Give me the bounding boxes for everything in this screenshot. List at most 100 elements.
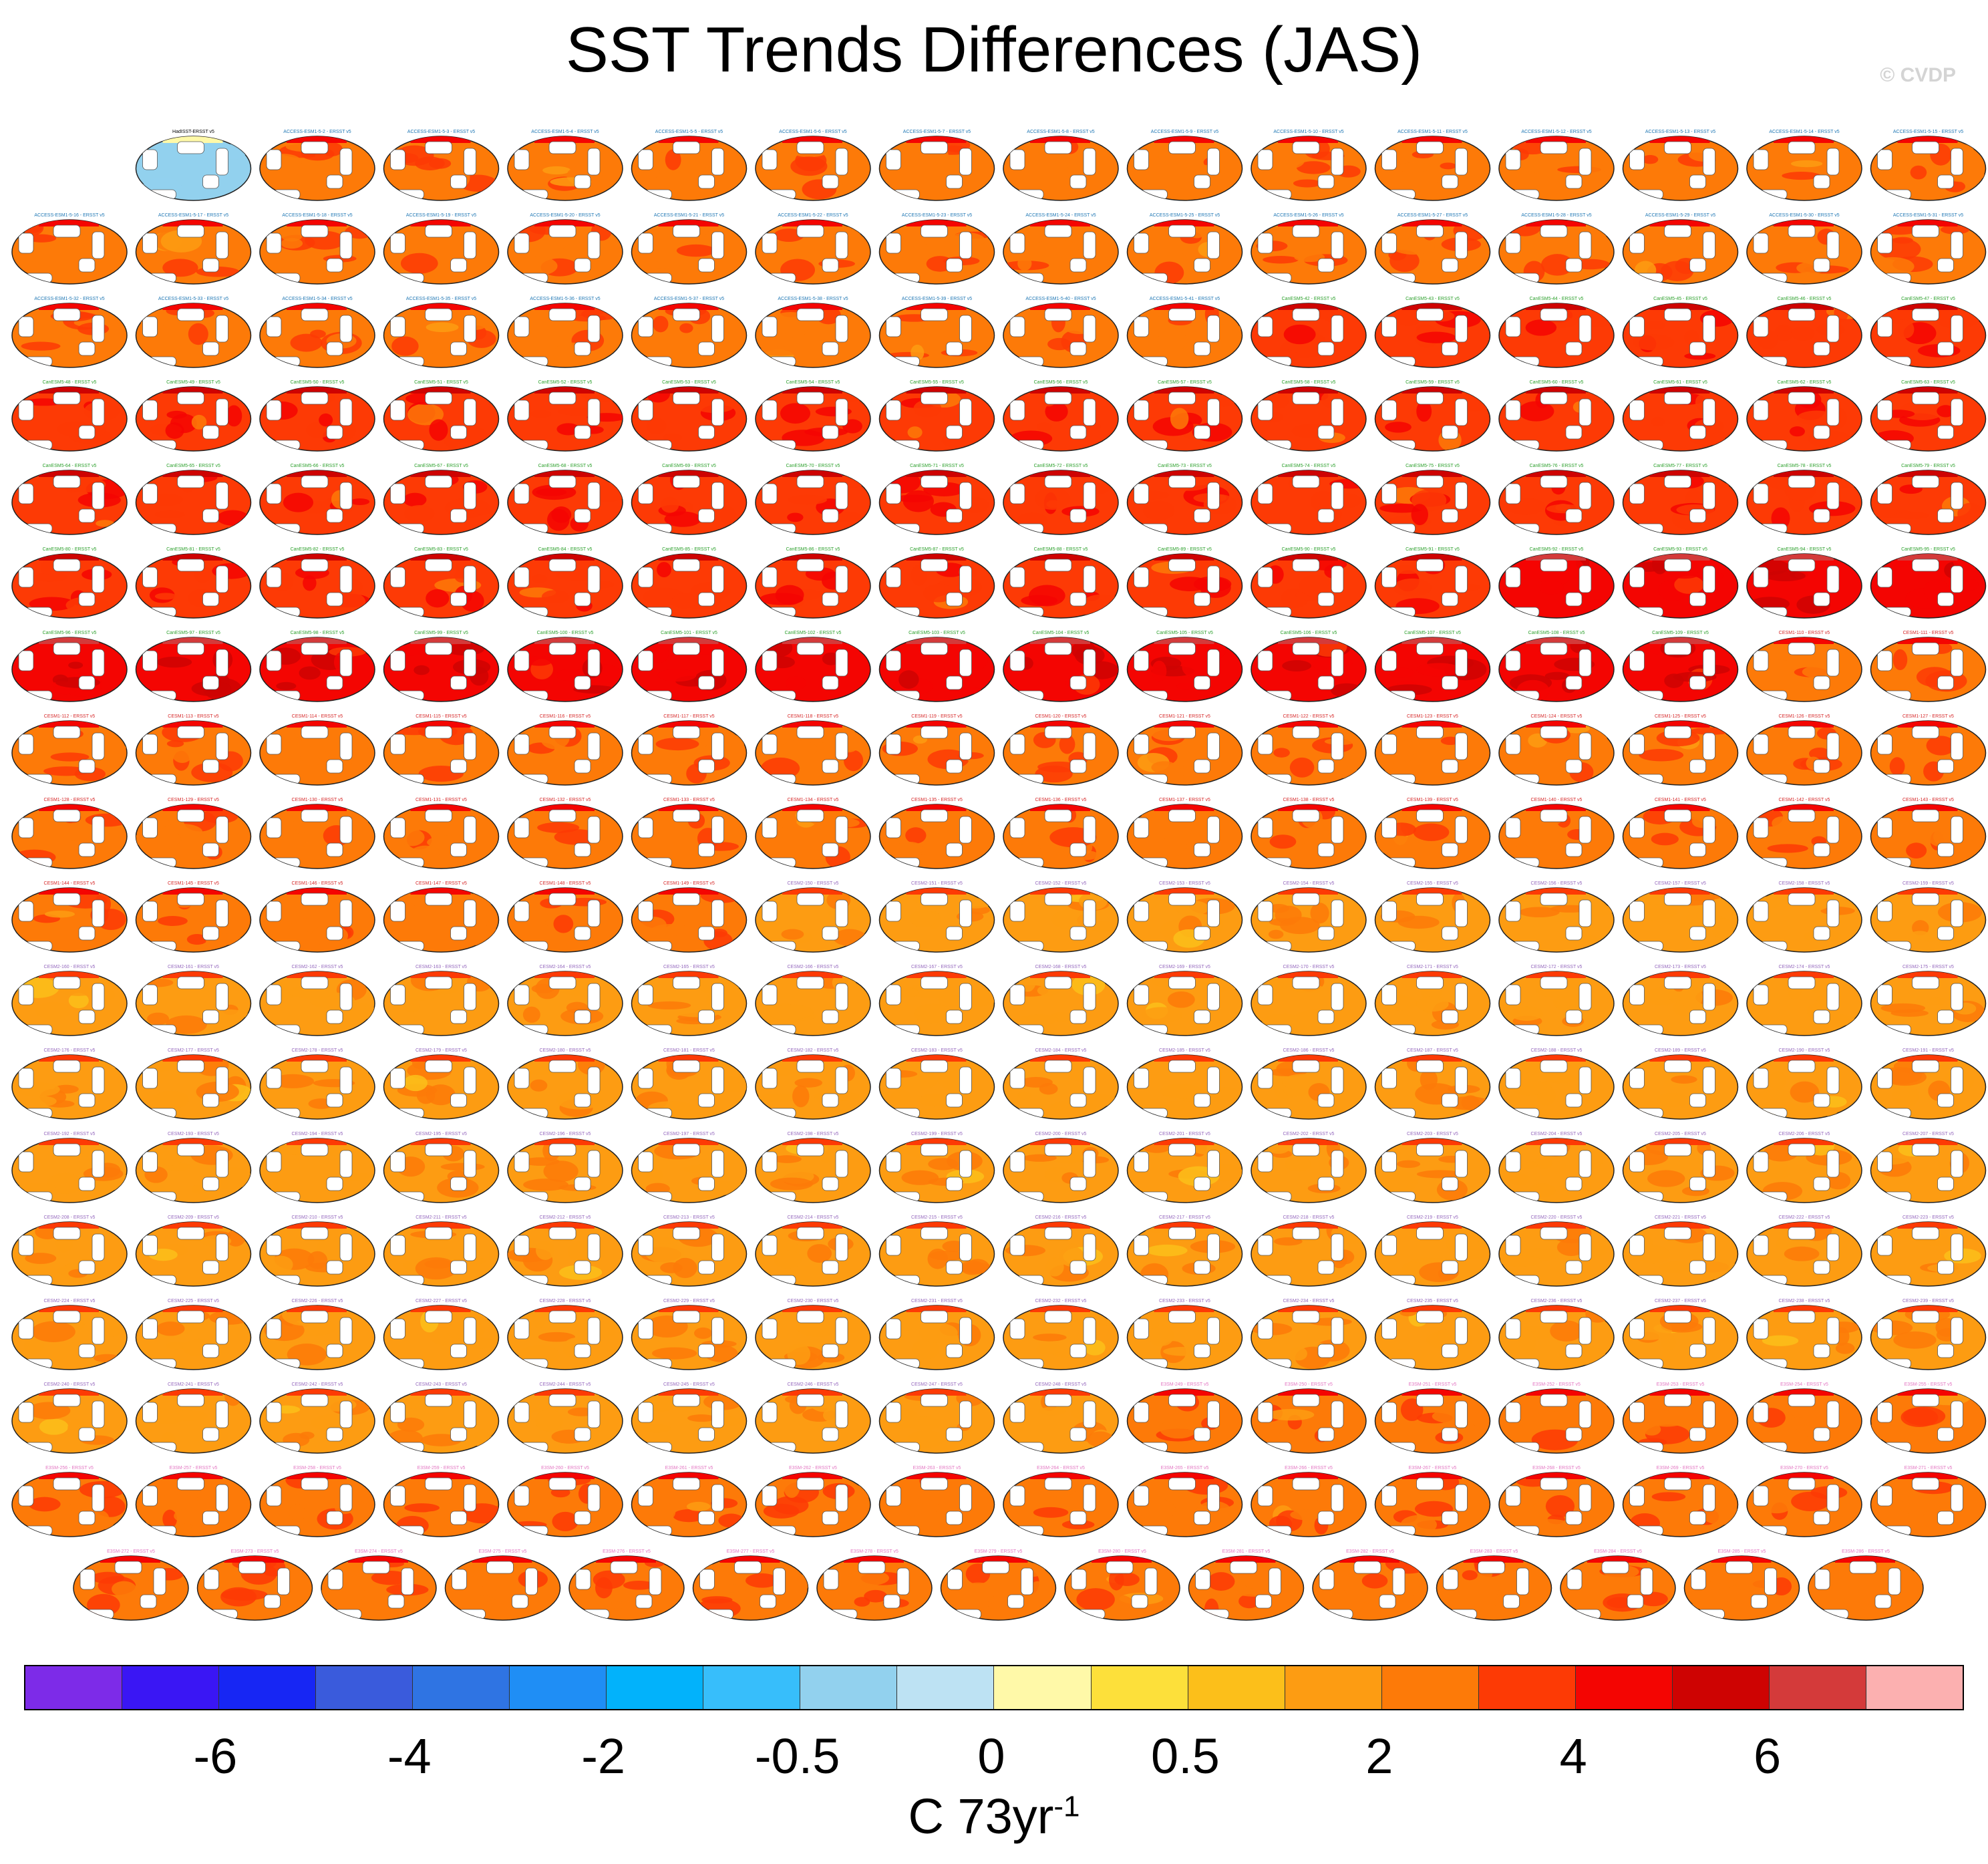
panel-label: CESM2-191 - ERSST v5 bbox=[1902, 1048, 1954, 1053]
land-mass bbox=[587, 1317, 601, 1345]
land-mass bbox=[1016, 273, 1044, 283]
land-mass bbox=[53, 893, 81, 906]
sst-north-band bbox=[658, 1222, 719, 1229]
land-mass bbox=[78, 1511, 96, 1525]
land-mass bbox=[1505, 901, 1521, 922]
map-panel: E3SM-266 - ERSST v5 bbox=[1251, 1466, 1367, 1537]
land-mass bbox=[1195, 1569, 1210, 1590]
land-mass bbox=[1813, 425, 1830, 440]
land-mass bbox=[142, 316, 158, 337]
land-mass bbox=[149, 857, 176, 868]
map-panel: E3SM-261 - ERSST v5 bbox=[631, 1466, 748, 1537]
sst-anomaly-blob bbox=[44, 910, 75, 918]
sst-anomaly-blob bbox=[673, 1257, 697, 1279]
land-mass bbox=[1601, 1561, 1629, 1574]
panel-label: CESM2-204 - ERSST v5 bbox=[1531, 1132, 1583, 1136]
sst-anomaly-blob bbox=[64, 840, 83, 863]
land-mass bbox=[768, 523, 796, 534]
land-mass bbox=[1331, 1066, 1344, 1094]
land-mass bbox=[514, 567, 530, 588]
land-mass bbox=[1629, 316, 1645, 337]
sst-anomaly-blob bbox=[21, 341, 61, 351]
land-mass bbox=[946, 258, 963, 273]
land-mass bbox=[1207, 649, 1220, 677]
land-mass bbox=[216, 315, 228, 343]
land-mass bbox=[514, 1402, 530, 1423]
land-mass bbox=[796, 224, 824, 238]
sst-anomaly-blob bbox=[538, 1332, 575, 1342]
map-panel: ACCESS-ESM1-5-30 - ERSST v5 bbox=[1746, 213, 1862, 285]
map-panel: CESM2-179 - ERSST v5 bbox=[383, 1048, 500, 1120]
land-mass bbox=[520, 1191, 548, 1202]
sst-anomaly-blob bbox=[905, 827, 927, 844]
panel-label: CESM2-245 - ERSST v5 bbox=[663, 1382, 715, 1387]
sst-north-band bbox=[1030, 1305, 1090, 1312]
land-mass bbox=[1317, 1511, 1335, 1525]
land-mass bbox=[1753, 1235, 1769, 1256]
land-mass bbox=[326, 842, 343, 857]
land-mass bbox=[1629, 1235, 1645, 1256]
land-mass bbox=[1416, 1394, 1444, 1407]
land-mass bbox=[1168, 642, 1196, 655]
sst-anomaly-blob bbox=[1765, 1162, 1790, 1180]
land-mass bbox=[1168, 1227, 1196, 1240]
land-mass bbox=[301, 1310, 329, 1324]
land-mass bbox=[946, 1427, 963, 1442]
map-panel: E3SM-268 - ERSST v5 bbox=[1498, 1466, 1615, 1537]
land-mass bbox=[18, 400, 34, 421]
map-panel: CESM2-188 - ERSST v5 bbox=[1498, 1048, 1615, 1120]
land-mass bbox=[1044, 1060, 1072, 1073]
land-mass bbox=[638, 1318, 653, 1340]
land-mass bbox=[1512, 1275, 1540, 1285]
panel-label: CanESM5-87 - ERSST v5 bbox=[910, 547, 964, 552]
land-mass bbox=[1168, 224, 1196, 238]
land-mass bbox=[464, 732, 476, 760]
land-mass bbox=[1951, 1150, 1963, 1178]
sst-north-band bbox=[658, 1305, 719, 1312]
sst-anomaly-blob bbox=[1283, 324, 1316, 345]
panel-label: CESM1-136 - ERSST v5 bbox=[1035, 798, 1087, 802]
land-mass bbox=[1760, 857, 1788, 868]
sst-anomaly-blob bbox=[271, 1074, 315, 1088]
map-panel: CanESM5-54 - ERSST v5 bbox=[755, 380, 871, 452]
map-panel: E3SM-253 - ERSST v5 bbox=[1622, 1382, 1739, 1454]
sst-anomaly-blob bbox=[1036, 1343, 1061, 1355]
map-panel: CESM1-142 - ERSST v5 bbox=[1746, 798, 1862, 869]
sst-north-band bbox=[534, 888, 595, 895]
sst-north-band bbox=[1030, 637, 1090, 644]
land-mass bbox=[1168, 475, 1196, 488]
land-mass bbox=[18, 483, 34, 504]
land-mass bbox=[1540, 726, 1568, 739]
land-mass bbox=[1703, 1233, 1715, 1261]
sst-anomaly-blob bbox=[525, 655, 553, 666]
map-panel: ACCESS-ESM1-5-14 - ERSST v5 bbox=[1746, 130, 1862, 201]
panel-label: CESM2-241 - ERSST v5 bbox=[168, 1382, 219, 1387]
land-mass bbox=[548, 809, 576, 822]
land-mass bbox=[1512, 1525, 1540, 1536]
sst-north-band bbox=[1897, 136, 1958, 143]
sst-anomaly-blob bbox=[1518, 401, 1554, 422]
land-mass bbox=[1826, 565, 1840, 593]
sst-north-band bbox=[534, 220, 595, 226]
land-mass bbox=[1884, 1191, 1911, 1202]
land-mass bbox=[18, 650, 34, 671]
map-panel: ACCESS-ESM1-5-41 - ERSST v5 bbox=[1126, 297, 1243, 368]
sst-anomaly-blob bbox=[404, 998, 420, 1013]
land-mass bbox=[1416, 1477, 1444, 1491]
panel-label: CanESM5-104 - ERSST v5 bbox=[1033, 631, 1090, 635]
map-panel: CanESM5-46 - ERSST v5 bbox=[1746, 297, 1862, 368]
land-mass bbox=[1257, 483, 1273, 504]
map-panel: ACCESS-ESM1-5-12 - ERSST v5 bbox=[1498, 130, 1615, 201]
land-mass bbox=[514, 1068, 530, 1089]
panel-label: CESM1-146 - ERSST v5 bbox=[292, 881, 343, 886]
panel-label: CESM2-153 - ERSST v5 bbox=[1159, 881, 1210, 886]
map-panel: CESM2-201 - ERSST v5 bbox=[1126, 1132, 1243, 1203]
map-panel: CESM1-111 - ERSST v5 bbox=[1870, 631, 1987, 702]
sst-north-band bbox=[1278, 1138, 1338, 1145]
land-mass bbox=[425, 224, 452, 238]
land-mass bbox=[1388, 1024, 1416, 1035]
land-mass bbox=[1381, 567, 1397, 588]
land-mass bbox=[762, 400, 778, 421]
panel-label: CanESM5-59 - ERSST v5 bbox=[1405, 380, 1460, 385]
land-mass bbox=[1044, 1227, 1072, 1240]
